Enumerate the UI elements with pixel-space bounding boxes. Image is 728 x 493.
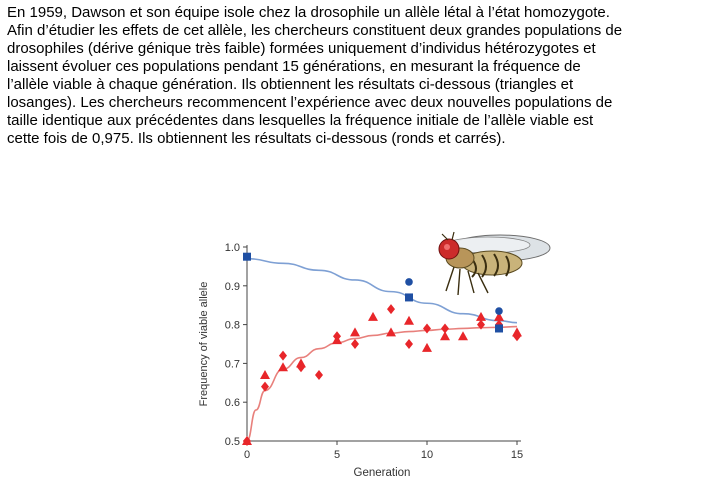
paragraph-line: taille identique aux précédentes dans le… [7, 112, 594, 129]
x-tick-label: 5 [334, 449, 340, 461]
diamond-point [477, 319, 485, 330]
diamond-point [333, 331, 341, 342]
square-point [495, 324, 503, 333]
paragraph-line: l’allèle viable à chaque génération. Ils… [7, 76, 574, 93]
triangle-point [350, 327, 360, 337]
fit-curve [246, 325, 518, 442]
triangle-point [368, 311, 378, 321]
triangle-point [260, 370, 270, 380]
paragraph-line: cette fois de 0,975. Ils obtiennent les … [7, 130, 506, 147]
paragraph-line: losanges). Les chercheurs recommencent l… [7, 94, 613, 111]
diamond-point [297, 362, 305, 373]
triangle-point [458, 331, 468, 341]
x-tick-label: 15 [511, 449, 523, 461]
triangle-point [386, 327, 396, 337]
diamond-point [405, 339, 413, 349]
x-tick-label: 0 [244, 449, 250, 461]
paragraph-line: Afin d’étudier les effets de cet allèle,… [7, 22, 623, 39]
fit-curve [246, 257, 518, 324]
x-axis-label: Generation [354, 467, 411, 479]
y-axis-label: Frequency of viable allele [198, 282, 210, 407]
diamond-point [279, 350, 287, 361]
y-tick-label: 0.8 [225, 320, 240, 332]
paragraph-line: En 1959, Dawson et son équipe isole chez… [7, 4, 610, 21]
y-tick-label: 0.9 [225, 281, 240, 293]
triangle-point [404, 315, 414, 325]
intro-paragraph: En 1959, Dawson et son équipe isole chez… [7, 4, 723, 148]
diamond-point [423, 323, 431, 334]
diamond-point [351, 339, 359, 349]
triangle-point [278, 362, 288, 372]
diamond-point [441, 323, 449, 334]
chart-svg: 0.5 0.6 0.7 0.8 0.9 1.0 0 5 10 15 Generation Freque… [198, 231, 551, 479]
diamond-point [243, 436, 251, 446]
triangle-point [422, 342, 432, 352]
circle-point [405, 278, 413, 286]
diamond-point [513, 331, 521, 342]
y-tick-label: 0.5 [225, 436, 240, 448]
paragraph-line: drosophiles (dérive génique très faible)… [7, 40, 596, 57]
diamond-point [387, 304, 395, 315]
chart: 0.5 0.6 0.7 0.8 0.9 1.0 0 5 10 15 Generation Freque… [180, 205, 580, 488]
diamond-point [261, 381, 269, 392]
triangle-point [494, 311, 504, 321]
y-tick-label: 0.7 [225, 358, 240, 370]
circle-point [495, 307, 503, 315]
x-tick-label: 10 [421, 449, 433, 461]
triangle-point [440, 331, 450, 341]
y-tick-label: 0.6 [225, 397, 240, 409]
y-tick-label: 1.0 [225, 242, 240, 254]
paragraph-line: laissent évoluer ces populations pendant… [7, 58, 581, 75]
square-point [243, 252, 251, 261]
fruit-fly-icon [438, 231, 551, 296]
diamond-point [315, 370, 323, 381]
triangle-point [476, 311, 486, 321]
square-point [405, 293, 413, 302]
